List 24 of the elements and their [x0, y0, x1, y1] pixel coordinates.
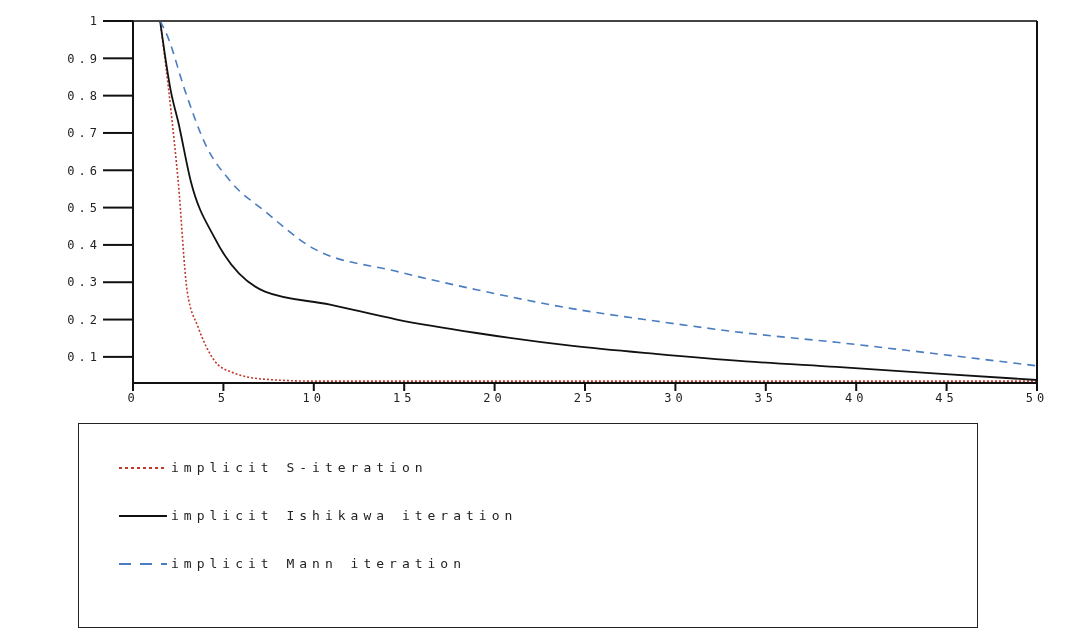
x-tick-label: 15	[392, 390, 416, 405]
x-tick-label: 25	[573, 390, 597, 405]
legend-label: implicit Ishikawa iteration	[171, 506, 519, 525]
legend-label: implicit Mann iteration	[171, 554, 467, 573]
y-tick-label: 0.9	[67, 51, 101, 66]
x-tick-label: 30	[664, 390, 687, 405]
x-tick-label: 35	[754, 390, 778, 405]
x-tick-label: 20	[483, 390, 506, 405]
y-tick-label: 0.7	[67, 126, 101, 141]
x-tick-label: 10	[302, 390, 326, 405]
y-tick-label: 0.2	[67, 312, 101, 327]
legend-label: implicit S-iteration	[171, 458, 429, 477]
x-tick-label: 0	[127, 390, 139, 405]
y-tick-label: 0.1	[67, 350, 101, 365]
y-tick-label: 0.3	[67, 275, 101, 290]
x-tick-label: 5	[217, 390, 230, 405]
y-tick-label: 0.5	[67, 200, 101, 215]
y-tick-label: 0.6	[67, 163, 101, 178]
x-tick-label: 50	[1025, 390, 1049, 405]
y-tick-label: 1	[89, 14, 101, 29]
y-tick-label: 0.4	[67, 238, 101, 253]
x-tick-label: 45	[935, 390, 958, 405]
y-tick-label: 0.8	[67, 88, 101, 103]
x-tick-label: 40	[844, 390, 868, 405]
